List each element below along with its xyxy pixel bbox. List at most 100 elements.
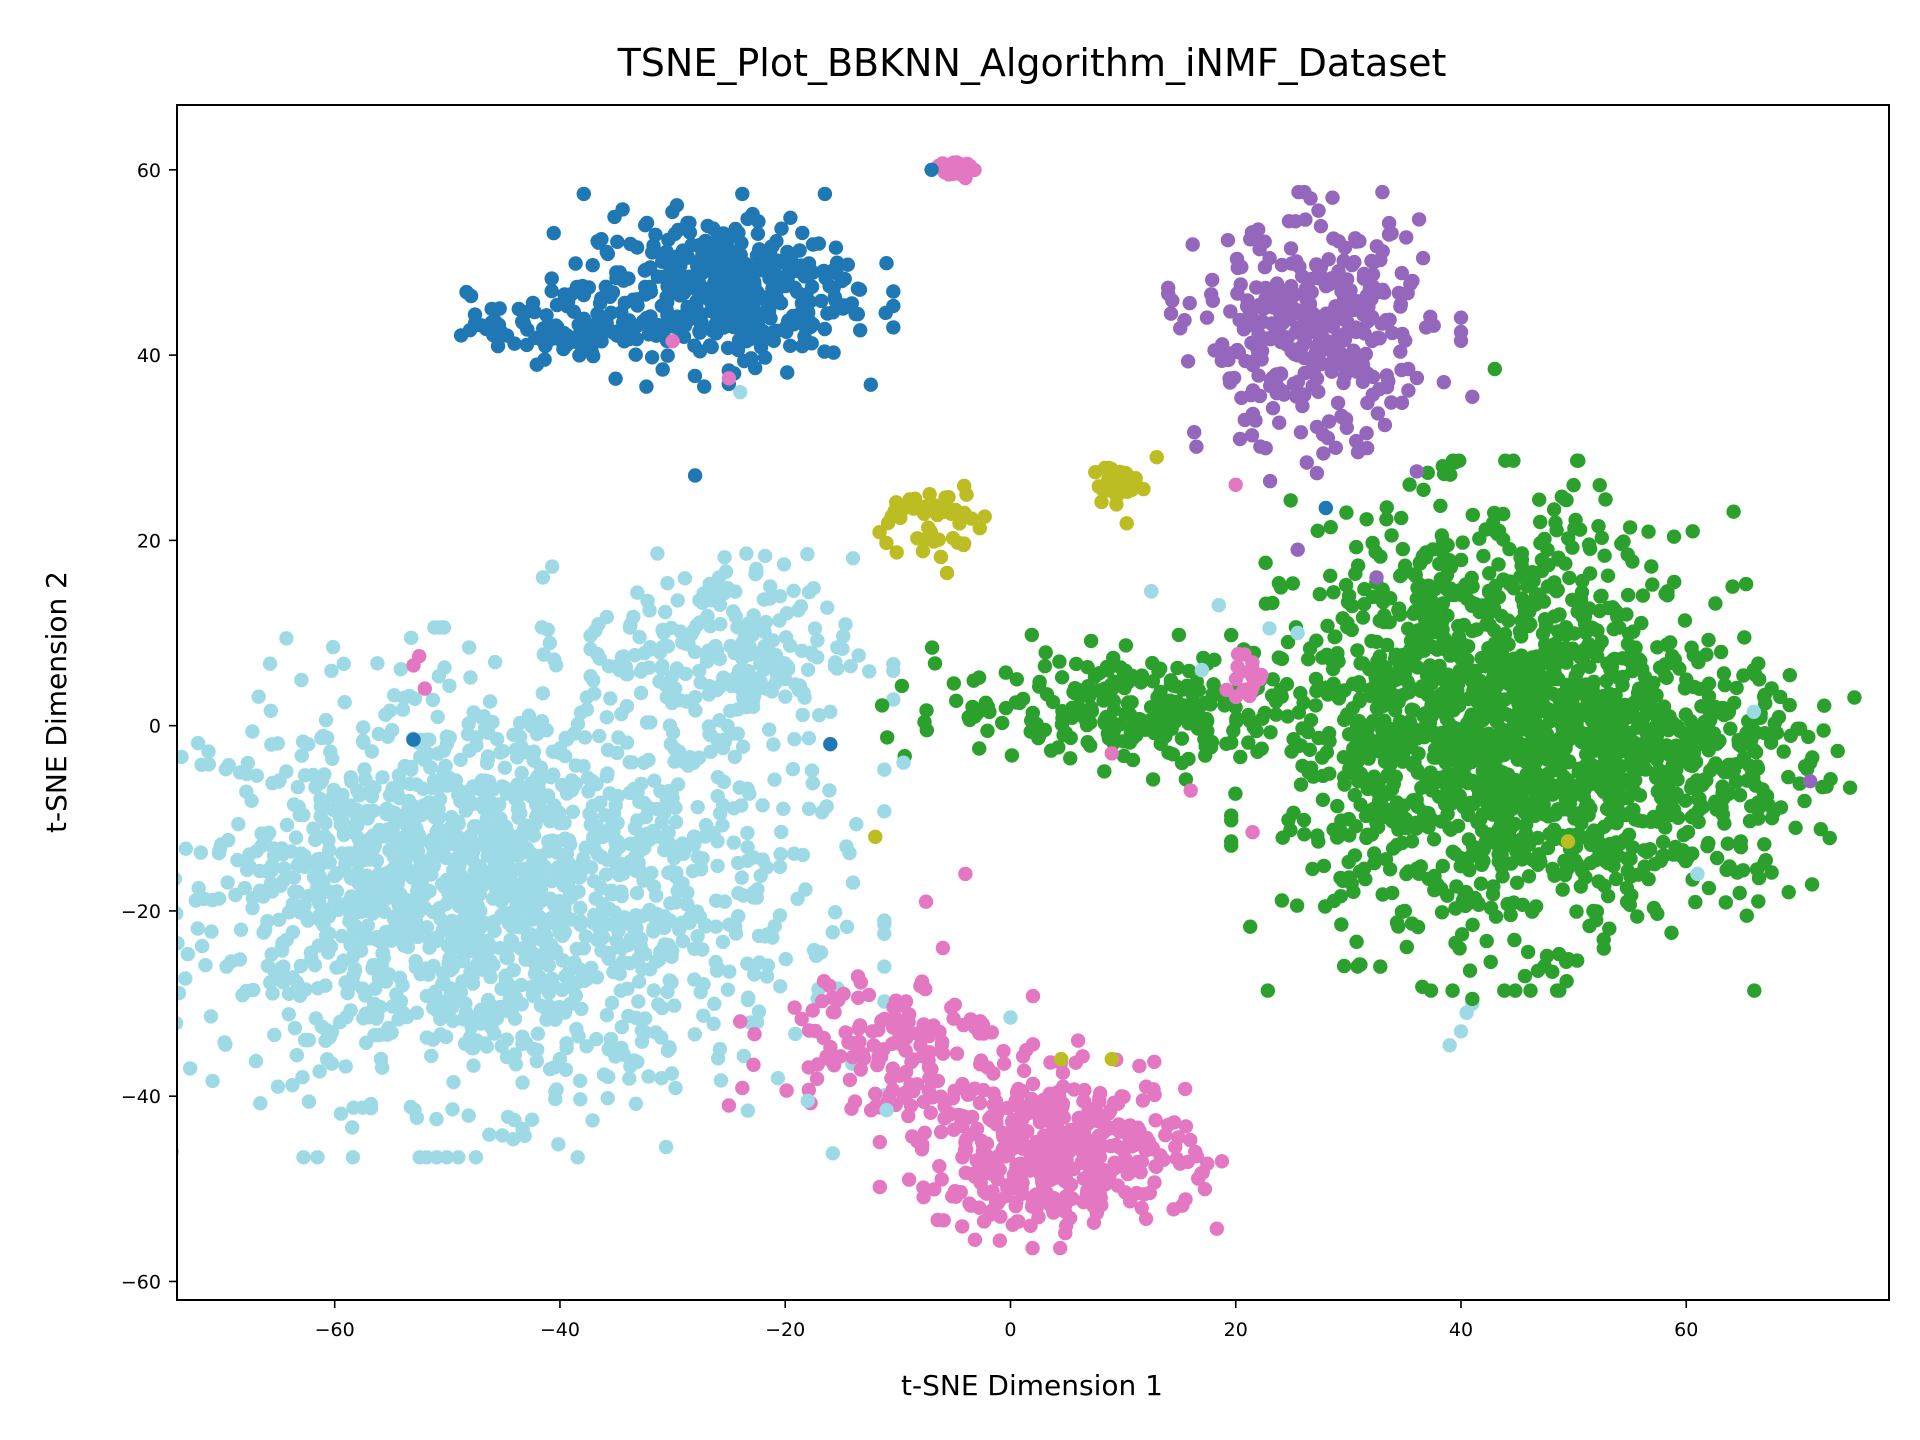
data-point bbox=[1500, 816, 1515, 832]
data-point bbox=[511, 810, 526, 825]
data-point bbox=[1781, 769, 1796, 785]
data-point bbox=[1579, 747, 1594, 762]
data-point bbox=[1744, 732, 1759, 748]
data-point bbox=[546, 767, 561, 782]
data-point bbox=[751, 646, 767, 661]
data-point bbox=[1602, 921, 1617, 936]
data-point bbox=[337, 695, 352, 710]
data-point bbox=[1608, 871, 1624, 887]
data-point bbox=[1750, 802, 1766, 817]
data-point bbox=[668, 800, 683, 815]
data-point bbox=[1325, 661, 1341, 677]
data-point bbox=[1538, 655, 1554, 670]
data-point bbox=[780, 365, 795, 380]
data-point bbox=[1226, 370, 1242, 386]
data-point bbox=[1302, 641, 1318, 656]
data-point bbox=[700, 291, 716, 307]
data-point bbox=[772, 859, 788, 875]
data-point bbox=[599, 1008, 615, 1023]
data-point bbox=[468, 1150, 484, 1165]
data-point bbox=[1283, 296, 1298, 311]
data-point bbox=[1670, 719, 1685, 734]
data-point bbox=[1462, 862, 1477, 878]
data-point bbox=[1804, 877, 1820, 892]
data-point bbox=[1237, 412, 1253, 428]
data-point bbox=[862, 664, 877, 679]
data-point bbox=[1757, 726, 1773, 741]
data-point bbox=[1369, 634, 1384, 649]
data-point bbox=[1463, 795, 1479, 810]
data-point bbox=[1274, 257, 1290, 273]
data-point bbox=[338, 1059, 353, 1074]
data-point bbox=[340, 985, 355, 1001]
data-point bbox=[817, 186, 833, 202]
data-point bbox=[1288, 214, 1303, 229]
data-point bbox=[1328, 629, 1343, 644]
data-point bbox=[742, 786, 757, 801]
data-point bbox=[456, 884, 471, 899]
data-point bbox=[690, 800, 705, 815]
data-point bbox=[1415, 679, 1430, 694]
data-point bbox=[201, 744, 216, 759]
data-point bbox=[1330, 830, 1345, 845]
data-point bbox=[204, 924, 219, 939]
data-point bbox=[662, 973, 677, 988]
data-point bbox=[1385, 668, 1400, 683]
data-point bbox=[569, 1021, 584, 1037]
data-point bbox=[1316, 446, 1331, 461]
data-point bbox=[1635, 716, 1650, 732]
data-point bbox=[627, 915, 642, 931]
data-point bbox=[1464, 598, 1480, 613]
data-point bbox=[495, 1128, 510, 1143]
data-point bbox=[749, 565, 764, 581]
data-point bbox=[703, 618, 718, 634]
data-point bbox=[1726, 504, 1741, 519]
data-point bbox=[1735, 863, 1751, 878]
data-point bbox=[641, 1069, 656, 1084]
data-point bbox=[395, 898, 411, 914]
data-point bbox=[812, 708, 827, 723]
data-point bbox=[1004, 748, 1020, 763]
data-point bbox=[429, 1150, 444, 1165]
data-point bbox=[1348, 234, 1364, 249]
data-point bbox=[1391, 285, 1407, 301]
data-point bbox=[190, 735, 206, 751]
data-point bbox=[1423, 983, 1439, 998]
data-point bbox=[515, 314, 530, 329]
data-point bbox=[1134, 1200, 1149, 1216]
data-point bbox=[1732, 788, 1748, 803]
data-point bbox=[318, 978, 333, 993]
data-point bbox=[177, 905, 182, 919]
data-point bbox=[248, 1053, 264, 1069]
data-point bbox=[1580, 775, 1596, 790]
data-point bbox=[442, 678, 457, 693]
data-point bbox=[822, 783, 837, 798]
data-point bbox=[658, 604, 673, 620]
data-point bbox=[1570, 953, 1585, 968]
data-point bbox=[772, 908, 788, 923]
data-point bbox=[613, 983, 628, 998]
data-point bbox=[1528, 899, 1544, 914]
data-point bbox=[290, 780, 305, 795]
data-point bbox=[793, 599, 809, 614]
data-point bbox=[249, 844, 264, 859]
data-point bbox=[1816, 723, 1831, 738]
data-point bbox=[1426, 832, 1442, 847]
data-point bbox=[557, 815, 572, 831]
data-point bbox=[845, 875, 861, 890]
data-point bbox=[343, 770, 358, 785]
data-point bbox=[1547, 868, 1562, 883]
data-point bbox=[425, 1032, 441, 1047]
data-point bbox=[1320, 618, 1335, 633]
data-point bbox=[499, 328, 515, 343]
data-point bbox=[1682, 757, 1698, 773]
data-point bbox=[750, 331, 765, 346]
data-point bbox=[658, 677, 673, 693]
data-point bbox=[740, 840, 755, 855]
data-point bbox=[1508, 983, 1523, 998]
data-point bbox=[1301, 652, 1316, 667]
data-point bbox=[717, 550, 732, 565]
data-point bbox=[214, 837, 229, 852]
data-point bbox=[927, 656, 943, 671]
data-point bbox=[410, 880, 426, 895]
